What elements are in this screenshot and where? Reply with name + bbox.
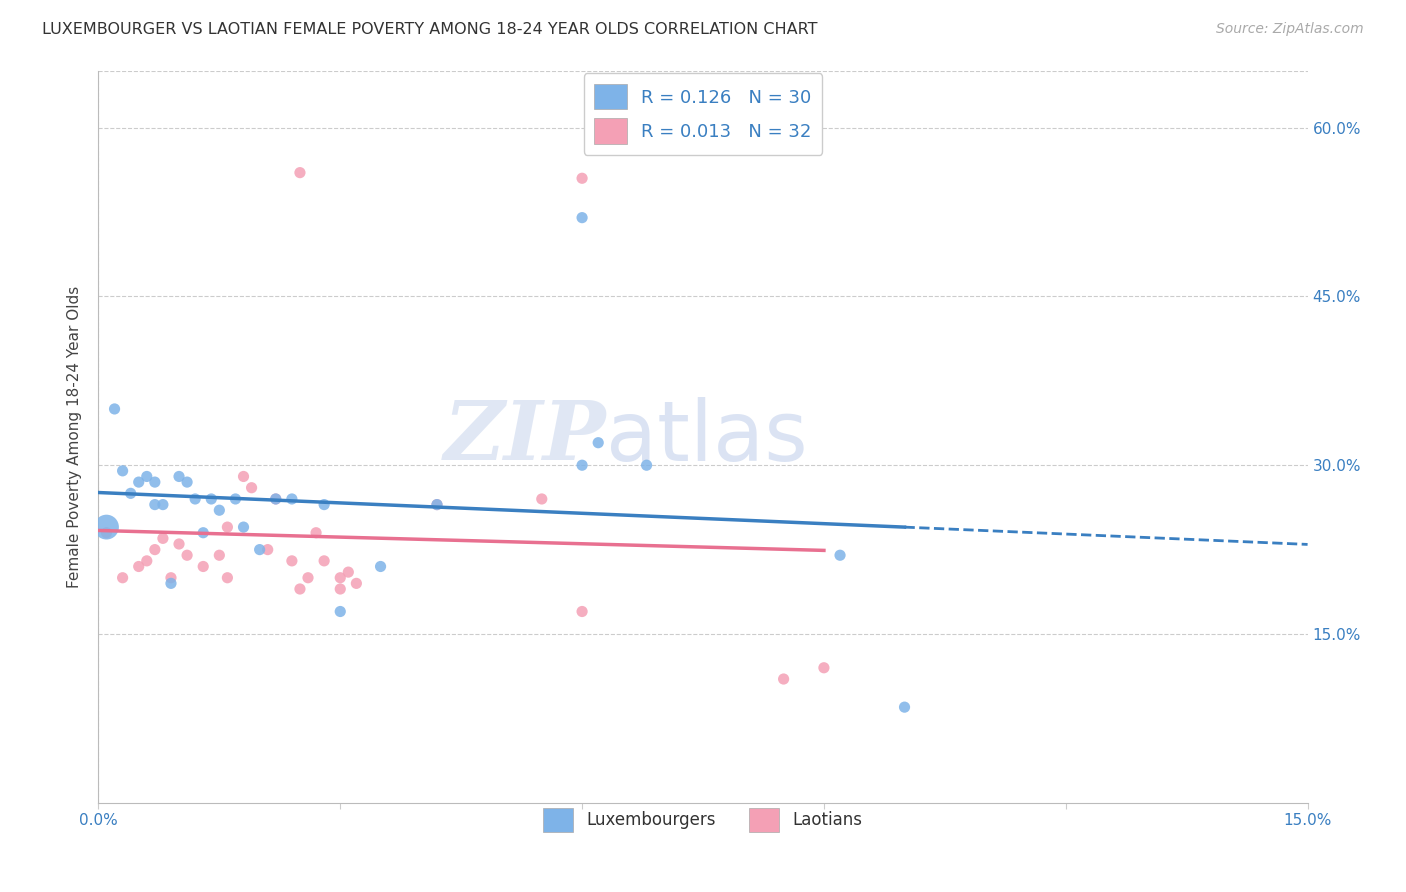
Point xyxy=(111,464,134,478)
Point xyxy=(281,554,304,568)
Point xyxy=(135,469,157,483)
Point xyxy=(264,491,287,506)
Point xyxy=(571,605,593,619)
Point xyxy=(329,605,352,619)
Point xyxy=(193,525,215,540)
Point xyxy=(208,548,231,562)
Point xyxy=(314,554,336,568)
Point xyxy=(176,548,198,562)
Point xyxy=(571,211,593,225)
Point xyxy=(240,481,263,495)
Point xyxy=(426,498,449,512)
Point xyxy=(208,503,231,517)
Point xyxy=(636,458,658,473)
Point xyxy=(217,571,239,585)
Point xyxy=(329,582,352,596)
Point xyxy=(128,559,150,574)
Point xyxy=(152,498,174,512)
Point xyxy=(217,520,239,534)
Point xyxy=(256,542,278,557)
Point xyxy=(249,542,271,557)
Point xyxy=(143,498,166,512)
Point xyxy=(264,491,287,506)
Point xyxy=(232,520,254,534)
Point xyxy=(288,582,311,596)
Point xyxy=(314,498,336,512)
Point xyxy=(176,475,198,489)
Point xyxy=(772,672,794,686)
Point xyxy=(128,475,150,489)
Legend: Luxembourgers, Laotians: Luxembourgers, Laotians xyxy=(537,801,869,838)
Point xyxy=(281,491,304,506)
Point xyxy=(167,469,190,483)
Point xyxy=(120,486,142,500)
Point xyxy=(370,559,392,574)
Point xyxy=(160,576,183,591)
Point xyxy=(103,401,125,416)
Point xyxy=(828,548,851,562)
Text: atlas: atlas xyxy=(606,397,808,477)
Point xyxy=(530,491,553,506)
Point xyxy=(193,559,215,574)
Point xyxy=(813,661,835,675)
Text: Source: ZipAtlas.com: Source: ZipAtlas.com xyxy=(1216,22,1364,37)
Point xyxy=(143,542,166,557)
Point xyxy=(297,571,319,585)
Point xyxy=(184,491,207,506)
Point xyxy=(426,498,449,512)
Point xyxy=(305,525,328,540)
Point xyxy=(337,565,360,579)
Point xyxy=(200,491,222,506)
Point xyxy=(160,571,183,585)
Point xyxy=(96,520,118,534)
Point xyxy=(232,469,254,483)
Point xyxy=(152,532,174,546)
Point xyxy=(167,537,190,551)
Point xyxy=(329,571,352,585)
Text: ZIP: ZIP xyxy=(444,397,606,477)
Point xyxy=(571,458,593,473)
Point xyxy=(571,171,593,186)
Y-axis label: Female Poverty Among 18-24 Year Olds: Female Poverty Among 18-24 Year Olds xyxy=(67,286,83,588)
Point xyxy=(288,166,311,180)
Point xyxy=(224,491,246,506)
Point xyxy=(586,435,609,450)
Text: LUXEMBOURGER VS LAOTIAN FEMALE POVERTY AMONG 18-24 YEAR OLDS CORRELATION CHART: LUXEMBOURGER VS LAOTIAN FEMALE POVERTY A… xyxy=(42,22,818,37)
Point xyxy=(135,554,157,568)
Point xyxy=(96,525,118,540)
Point xyxy=(143,475,166,489)
Point xyxy=(344,576,367,591)
Point xyxy=(111,571,134,585)
Point xyxy=(893,700,915,714)
